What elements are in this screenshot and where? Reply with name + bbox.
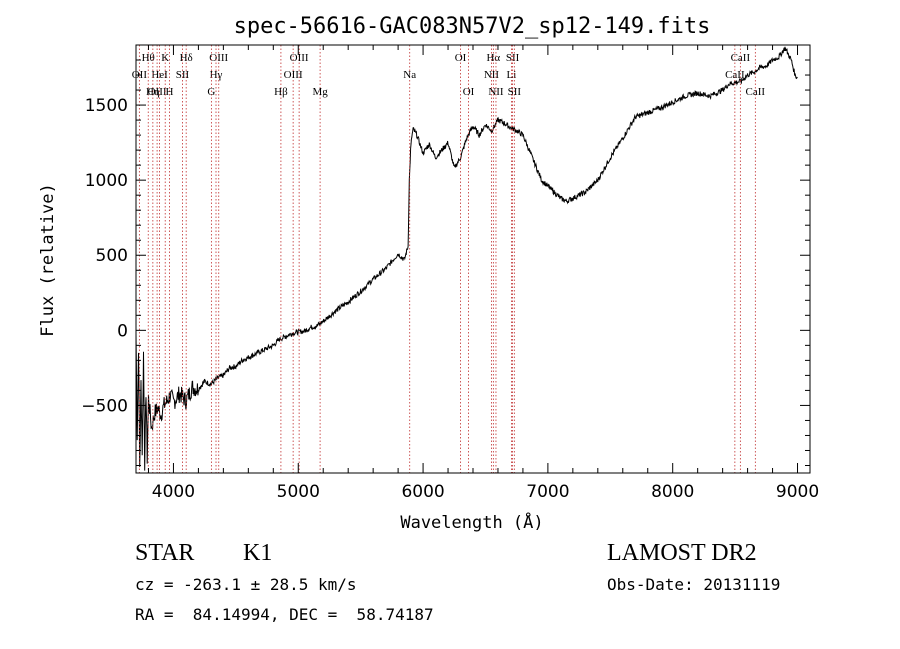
line-label-5: Hη — [146, 86, 160, 98]
redshift-text: cz = -263.1 ± 28.5 km/s — [135, 575, 357, 594]
y-tick-label--500: −500 — [81, 396, 128, 416]
y-tick-label-1000: 1000 — [85, 171, 128, 191]
survey-label: LAMOST DR2 — [607, 540, 757, 566]
line-label-6: Hδ — [180, 52, 193, 64]
y-tick-label-0: 0 — [117, 321, 128, 341]
x-tick-label-6000: 6000 — [401, 482, 444, 502]
chart-title: spec-56616-GAC083N57V2_sp12-149.fits — [234, 14, 711, 39]
x-tick-label-9000: 9000 — [776, 482, 819, 502]
line-label-20: NII — [484, 69, 500, 81]
line-label-25: CaII — [731, 52, 751, 64]
radec-text: RA = 84.14994, DEC = 58.74187 — [135, 605, 434, 624]
object-subclass: K1 — [243, 540, 273, 566]
line-label-18: OI — [463, 86, 475, 98]
line-label-12: OIII — [290, 52, 309, 64]
line-label-22: SII — [506, 52, 520, 64]
line-label-4: HeI — [151, 69, 168, 81]
line-label-8: H — [165, 86, 173, 98]
plot-frame — [135, 44, 811, 474]
line-label-16: Na — [403, 69, 416, 81]
line-label-3: K — [161, 52, 169, 64]
y-tick-label-1500: 1500 — [85, 96, 128, 116]
line-label-15: Mg — [312, 86, 328, 98]
line-label-21: NII — [488, 86, 504, 98]
x-tick-label-8000: 8000 — [651, 482, 694, 502]
y-axis-label: Flux (relative) — [38, 183, 58, 337]
object-class: STAR — [135, 540, 195, 566]
line-label-23: Li — [507, 69, 517, 81]
line-label-26: CaII — [725, 69, 745, 81]
line-label-11: G — [207, 86, 215, 98]
obs-date-text: Obs-Date: 20131119 — [607, 575, 781, 594]
line-label-17: OI — [455, 52, 467, 64]
spectrum-chart: spec-56616-GAC083N57V2_sp12-149.fits Hθ O… — [38, 14, 819, 533]
line-label-14: Hβ — [274, 86, 288, 98]
spectrum-line — [135, 46, 798, 471]
line-label-0: Hθ — [142, 52, 155, 64]
line-label-10: Hγ — [210, 69, 223, 81]
line-label-2: OIII — [148, 86, 167, 98]
line-label-24: SII — [508, 86, 522, 98]
line-label-19: Hα — [486, 52, 500, 64]
line-label-13: OIII — [284, 69, 303, 81]
x-tick-label-7000: 7000 — [526, 482, 569, 502]
x-tick-label-4000: 4000 — [152, 482, 195, 502]
y-tick-label-500: 500 — [96, 246, 128, 266]
x-axis-label: Wavelength (Å) — [400, 511, 543, 533]
line-label-9: OIII — [209, 52, 228, 64]
x-tick-label-5000: 5000 — [277, 482, 320, 502]
line-label-7: SII — [176, 69, 190, 81]
line-label-27: CaII — [746, 86, 766, 98]
